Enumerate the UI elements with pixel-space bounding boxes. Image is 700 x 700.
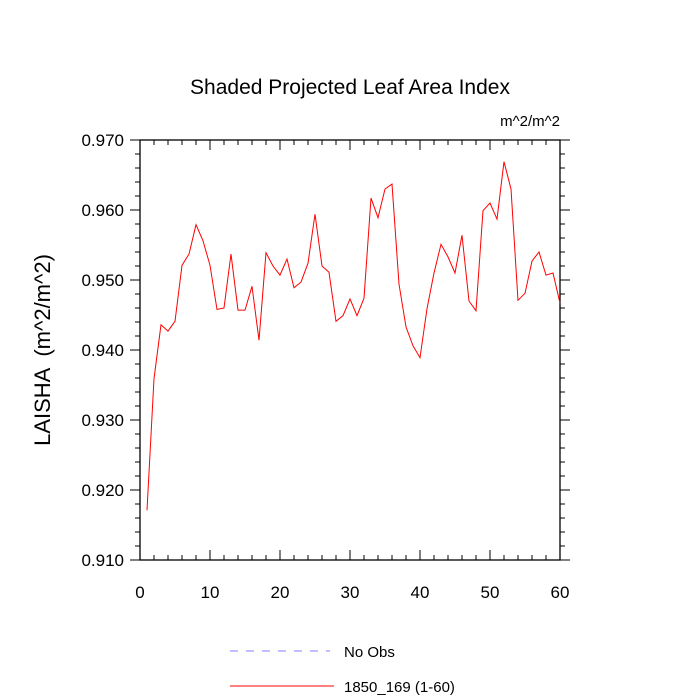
y-tick-label: 0.910 [81,551,124,570]
x-tick-label: 60 [551,583,570,602]
x-tick-label: 40 [411,583,430,602]
y-tick-label: 0.940 [81,341,124,360]
y-axis-label: LAISHA (m^2/m^2) [30,254,55,446]
legend-label: 1850_169 (1-60) [344,679,455,696]
y-tick-label: 0.950 [81,271,124,290]
y-tick-label: 0.920 [81,481,124,500]
x-tick-label: 20 [271,583,290,602]
axis-ticks [130,139,570,561]
x-tick-label: 50 [481,583,500,602]
legend: No Obs 1850_169 (1-60) [230,644,455,696]
units-label: m^2/m^2 [500,113,560,130]
x-tick-label: 0 [135,583,144,602]
y-tick-label: 0.960 [81,201,124,220]
legend-label: No Obs [344,644,395,661]
y-tick-label: 0.970 [81,131,124,150]
x-tick-label: 10 [201,583,220,602]
series-line [146,161,561,511]
x-tick-label: 30 [341,583,360,602]
plot-frame [139,139,561,561]
y-tick-label: 0.930 [81,411,124,430]
chart-title: Shaded Projected Leaf Area Index [190,76,510,99]
axis-tick-labels: 0 10 20 30 40 50 60 0.910 0.920 0.930 0.940 0.950 0.… [81,131,569,602]
series-layer [146,161,561,511]
